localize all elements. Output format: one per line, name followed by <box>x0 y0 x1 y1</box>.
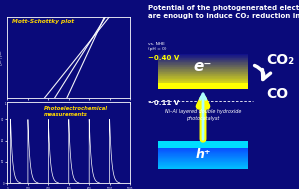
Bar <box>158 166 248 167</box>
Bar <box>158 77 248 78</box>
Bar <box>158 75 248 76</box>
Text: −0.40 V: −0.40 V <box>148 55 179 61</box>
Bar <box>158 83 248 89</box>
Bar <box>158 157 248 158</box>
Bar <box>158 70 248 71</box>
Bar <box>158 162 248 163</box>
Text: e⁻: e⁻ <box>194 59 212 74</box>
Bar <box>158 80 248 81</box>
X-axis label: Potential / V vs. NHE: Potential / V vs. NHE <box>51 107 87 111</box>
Bar <box>158 141 248 142</box>
Bar <box>158 154 248 155</box>
Bar <box>158 87 248 88</box>
Bar <box>158 164 248 165</box>
Bar <box>158 141 248 148</box>
Bar <box>158 152 248 153</box>
Bar <box>158 57 248 58</box>
Bar <box>158 79 248 80</box>
Text: CO₂: CO₂ <box>266 53 294 67</box>
Y-axis label: C$^{-2}$ / F$^{-2}$: C$^{-2}$ / F$^{-2}$ <box>0 49 6 66</box>
Bar <box>158 165 248 166</box>
Bar <box>158 61 248 62</box>
Bar <box>158 163 248 164</box>
Bar <box>158 161 248 162</box>
Bar <box>158 68 248 69</box>
Text: vs. NHE
(pH = 0): vs. NHE (pH = 0) <box>148 42 167 51</box>
Bar <box>158 143 248 144</box>
Bar <box>158 76 248 77</box>
Text: Mott-Schottky plot: Mott-Schottky plot <box>12 19 74 24</box>
Bar <box>158 160 248 161</box>
Bar <box>158 56 248 57</box>
Bar <box>158 142 248 143</box>
Text: −0.11 V: −0.11 V <box>148 100 179 106</box>
Bar <box>158 59 248 60</box>
Bar <box>158 64 248 65</box>
Bar <box>158 150 248 151</box>
Bar <box>158 151 248 152</box>
Bar <box>158 62 248 63</box>
Bar <box>158 84 248 85</box>
Bar <box>158 156 248 157</box>
Bar <box>158 149 248 150</box>
Bar <box>158 66 248 67</box>
FancyArrowPatch shape <box>254 66 271 80</box>
Bar <box>158 148 248 149</box>
Bar <box>158 72 248 73</box>
Bar <box>158 85 248 86</box>
Bar <box>158 145 248 146</box>
Text: Photoelectrochemical
measurements: Photoelectrochemical measurements <box>44 106 108 117</box>
Bar <box>158 82 248 83</box>
Bar <box>158 60 248 61</box>
Bar <box>158 144 248 145</box>
Bar <box>158 58 248 59</box>
Bar <box>158 71 248 72</box>
Text: Potential of the photogenerated electrons
are enough to induce CO₂ reduction int: Potential of the photogenerated electron… <box>148 5 299 19</box>
Bar <box>158 67 248 68</box>
Bar <box>158 54 248 55</box>
Bar <box>158 168 248 169</box>
Bar <box>158 147 248 148</box>
Bar <box>158 78 248 79</box>
Bar <box>158 158 248 159</box>
Bar <box>158 81 248 82</box>
Text: CO: CO <box>266 87 288 101</box>
Bar <box>158 65 248 66</box>
Bar <box>158 63 248 64</box>
Text: h⁺: h⁺ <box>195 149 211 161</box>
Bar <box>158 69 248 70</box>
Bar <box>158 153 248 154</box>
Bar <box>158 55 248 56</box>
Bar <box>158 155 248 156</box>
Bar <box>158 86 248 87</box>
Bar <box>158 159 248 160</box>
Bar <box>158 167 248 168</box>
Bar <box>158 88 248 89</box>
Bar <box>158 83 248 84</box>
Bar <box>158 73 248 74</box>
Text: Ni–Al layered double hydroxide
photocatalyst: Ni–Al layered double hydroxide photocata… <box>165 109 241 121</box>
Bar <box>158 146 248 147</box>
Bar <box>158 74 248 75</box>
